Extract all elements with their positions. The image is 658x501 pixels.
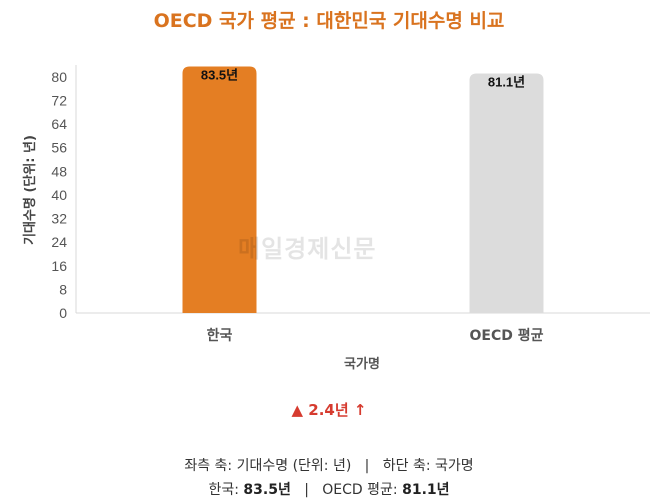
- oecd-summary-label: OECD 평균:: [322, 482, 398, 498]
- bar-value-label: 83.5년: [201, 67, 238, 82]
- y-tick-label: 56: [51, 140, 67, 156]
- left-axis-value: 기대수명 (단위: 년): [236, 458, 352, 474]
- watermark: 매일경제신문: [238, 235, 377, 263]
- bottom-axis-value: 국가명: [435, 458, 474, 474]
- separator-2: |: [304, 482, 309, 498]
- difference-indicator: ▲ 2.4년 ↑: [0, 399, 658, 420]
- y-tick-label: 32: [51, 211, 67, 227]
- left-axis-label: 좌측 축:: [184, 458, 233, 474]
- y-tick-label: 48: [51, 163, 67, 179]
- y-tick-label: 64: [51, 116, 67, 132]
- values-summary: 한국: 83.5년 | OECD 평균: 81.1년: [0, 479, 658, 499]
- x-tick-label: 한국: [207, 328, 233, 344]
- y-tick-label: 16: [51, 258, 67, 274]
- y-tick-label: 80: [51, 69, 67, 85]
- difference-text: 2.4년 ↑: [308, 401, 367, 419]
- separator: |: [364, 458, 370, 474]
- bar: [469, 73, 544, 313]
- chart-title: OECD 국가 평균 : 대한민국 기대수명 비교: [153, 10, 505, 32]
- y-tick-label: 40: [51, 187, 67, 203]
- axes-description: 좌측 축: 기대수명 (단위: 년) | 하단 축: 국가명: [0, 455, 658, 475]
- korea-summary-value: 83.5년: [243, 482, 291, 498]
- korea-summary-label: 한국:: [208, 482, 239, 498]
- bottom-axis-label: 하단 축:: [382, 458, 431, 474]
- y-tick-label: 8: [59, 281, 67, 297]
- y-tick-label: 24: [51, 234, 67, 250]
- x-tick-label: OECD 평균: [470, 327, 544, 344]
- x-axis-title: 국가명: [344, 356, 380, 372]
- oecd-summary-value: 81.1년: [402, 482, 450, 498]
- bar: [182, 66, 257, 313]
- y-tick-label: 72: [51, 92, 67, 108]
- y-axis-title: 기대수명 (단위: 년): [22, 135, 38, 245]
- up-triangle-icon: ▲: [291, 401, 304, 419]
- bar-value-label: 81.1년: [488, 75, 525, 90]
- y-tick-label: 0: [59, 305, 67, 321]
